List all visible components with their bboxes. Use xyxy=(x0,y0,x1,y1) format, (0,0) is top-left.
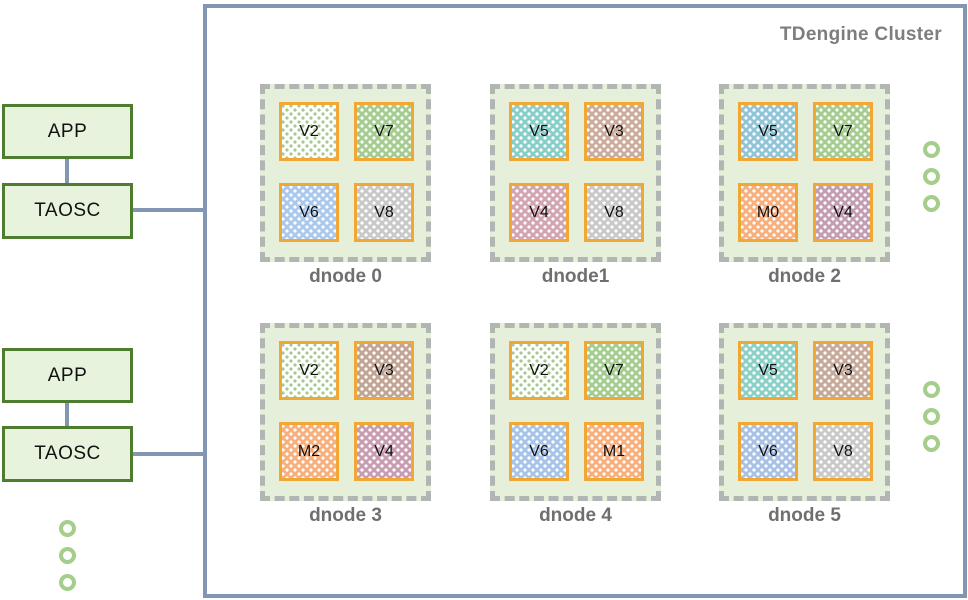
dnode-4-label: dnode 4 xyxy=(539,505,612,526)
dnode-2-label: dnode 2 xyxy=(768,266,841,287)
vnode-label: V7 xyxy=(833,122,853,140)
app-box-2: APP xyxy=(2,348,133,403)
ellipsis-dot-icon xyxy=(59,574,76,591)
dnode-3-box: V2 V3 M2 V4 xyxy=(260,323,431,501)
ellipsis-dot-icon xyxy=(923,381,940,398)
vnode-label: V4 xyxy=(833,203,853,221)
more-dnodes-ellipsis-bottom xyxy=(923,381,940,452)
app-label: APP xyxy=(47,364,88,386)
dnode-3-label: dnode 3 xyxy=(309,505,382,526)
vnode-label: V5 xyxy=(758,361,778,379)
vnode-label: V8 xyxy=(374,203,394,221)
connector-app-taosc-2 xyxy=(65,403,69,427)
connector-taosc-cluster-2 xyxy=(133,452,203,456)
ellipsis-dot-icon xyxy=(59,547,76,564)
ellipsis-dot-icon xyxy=(923,141,940,158)
more-dnodes-ellipsis-top xyxy=(923,141,940,212)
ellipsis-dot-icon xyxy=(923,168,940,185)
cluster-title: TDengine Cluster xyxy=(779,24,942,45)
app-box-1: APP xyxy=(2,104,133,159)
ellipsis-dot-icon xyxy=(923,408,940,425)
vnode: M1 xyxy=(584,422,644,481)
vnode: V6 xyxy=(738,422,798,481)
vnode-label: V5 xyxy=(529,122,549,140)
vnode: V3 xyxy=(813,341,873,400)
vnode-label: V6 xyxy=(758,442,778,460)
taosc-label: TAOSC xyxy=(34,443,101,464)
vnode: V2 xyxy=(279,341,339,400)
ellipsis-dot-icon xyxy=(923,435,940,452)
ellipsis-dot-icon xyxy=(923,195,940,212)
vnode: V7 xyxy=(813,102,873,161)
vnode: V4 xyxy=(354,422,414,481)
vnode-label: M0 xyxy=(756,203,780,221)
vnode-label: V7 xyxy=(374,122,394,140)
vnode-label: V6 xyxy=(299,203,319,221)
vnode-label: M1 xyxy=(602,442,626,460)
taosc-box-2: TAOSC xyxy=(2,426,133,482)
vnode-label: V2 xyxy=(299,361,319,379)
vnode: V8 xyxy=(813,422,873,481)
app-label: APP xyxy=(47,120,88,142)
taosc-label: TAOSC xyxy=(34,200,101,221)
vnode-label: V2 xyxy=(529,361,549,379)
vnode: V5 xyxy=(509,102,569,161)
dnode-5-label: dnode 5 xyxy=(768,505,841,526)
vnode: V6 xyxy=(279,183,339,242)
vnode: V7 xyxy=(584,341,644,400)
vnode-label: V4 xyxy=(529,203,549,221)
connector-app-taosc-1 xyxy=(65,159,69,184)
dnode-4-box: V2 V7 V6 M1 xyxy=(490,323,661,501)
vnode: V2 xyxy=(279,102,339,161)
vnode-label: V3 xyxy=(604,122,624,140)
ellipsis-dot-icon xyxy=(59,520,76,537)
vnode: V2 xyxy=(509,341,569,400)
vnode: V4 xyxy=(509,183,569,242)
taosc-box-1: TAOSC xyxy=(2,183,133,239)
more-clients-ellipsis xyxy=(59,520,76,591)
vnode-label: M2 xyxy=(297,442,321,460)
vnode-label: V7 xyxy=(604,361,624,379)
vnode-label: V4 xyxy=(374,442,394,460)
vnode: V8 xyxy=(584,183,644,242)
vnode-label: V3 xyxy=(833,361,853,379)
vnode: V5 xyxy=(738,102,798,161)
vnode: V8 xyxy=(354,183,414,242)
dnode-1-label: dnode1 xyxy=(541,266,610,287)
dnode-5-box: V5 V3 V6 V8 xyxy=(719,323,890,501)
vnode-label: V2 xyxy=(299,122,319,140)
vnode: V5 xyxy=(738,341,798,400)
vnode: V6 xyxy=(509,422,569,481)
vnode: M2 xyxy=(279,422,339,481)
vnode-label: V3 xyxy=(374,361,394,379)
vnode: V3 xyxy=(354,341,414,400)
vnode-label: V8 xyxy=(833,442,853,460)
dnode-1-box: V5 V3 V4 V8 xyxy=(490,84,661,262)
vnode: V4 xyxy=(813,183,873,242)
vnode: M0 xyxy=(738,183,798,242)
vnode-label: V6 xyxy=(529,442,549,460)
vnode-label: V5 xyxy=(758,122,778,140)
connector-taosc-cluster-1 xyxy=(133,208,203,212)
vnode-label: V8 xyxy=(604,203,624,221)
dnode-0-label: dnode 0 xyxy=(309,266,382,287)
dnode-0-box: V2 V7 V6 V8 xyxy=(260,84,431,262)
dnode-2-box: V5 V7 M0 V4 xyxy=(719,84,890,262)
vnode: V3 xyxy=(584,102,644,161)
vnode: V7 xyxy=(354,102,414,161)
